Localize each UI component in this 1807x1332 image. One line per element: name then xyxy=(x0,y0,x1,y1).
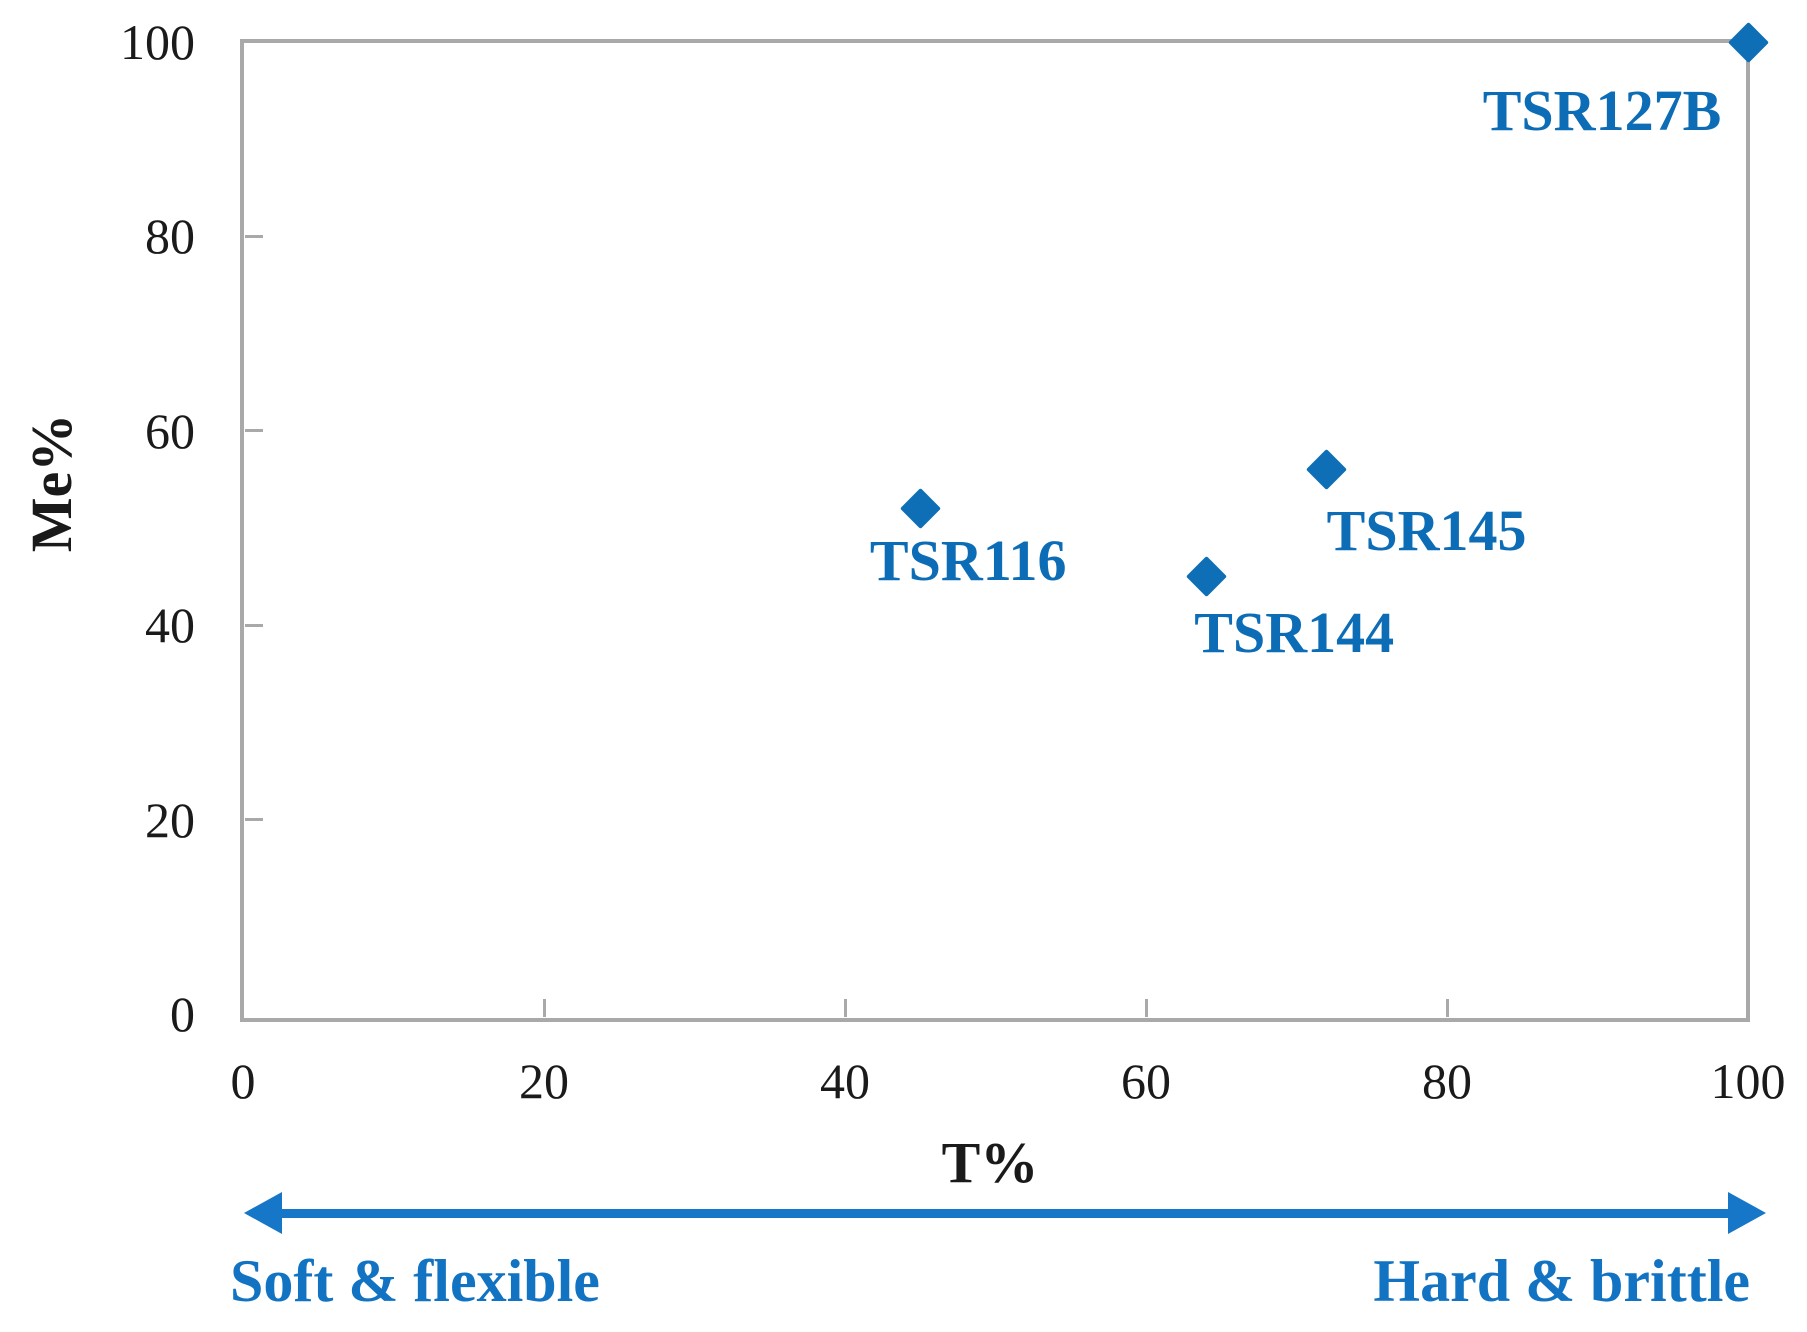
y-tick-label: 80 xyxy=(145,208,195,265)
x-tick-mark xyxy=(1445,999,1449,1017)
data-point-label-TSR144: TSR144 xyxy=(1194,599,1395,665)
x-tick-label: 0 xyxy=(230,1053,256,1109)
x-tick-label: 20 xyxy=(519,1053,569,1109)
y-tick-label: 60 xyxy=(145,402,195,459)
x-tick-label: 60 xyxy=(1121,1053,1171,1109)
annotation-soft-flexible: Soft & flexible xyxy=(230,1248,600,1314)
data-point-label-TSR116: TSR116 xyxy=(869,527,1067,593)
y-tick-label: 0 xyxy=(170,986,195,1042)
plot-area xyxy=(240,39,1750,1022)
x-tick-mark xyxy=(1144,999,1148,1017)
x-tick-label: 40 xyxy=(820,1053,870,1109)
y-tick-label: 40 xyxy=(145,597,195,654)
x-tick-mark xyxy=(843,999,847,1017)
x-axis-title: T% xyxy=(941,1130,1039,1195)
axis-arrow-line xyxy=(260,1209,1750,1218)
y-tick-mark xyxy=(245,234,263,238)
x-tick-label: 80 xyxy=(1422,1053,1472,1109)
data-point-label-TSR127B: TSR127B xyxy=(1482,78,1722,143)
y-tick-mark xyxy=(245,429,263,433)
x-tick-label: 100 xyxy=(1710,1053,1786,1109)
x-tick-mark xyxy=(542,999,546,1017)
data-point-label-TSR145: TSR145 xyxy=(1326,497,1527,563)
arrow-right-icon xyxy=(1728,1192,1766,1234)
y-tick-mark xyxy=(245,818,263,822)
y-axis-title: Me% xyxy=(19,413,84,553)
arrow-left-icon xyxy=(244,1192,282,1234)
y-tick-mark xyxy=(245,623,263,627)
y-tick-label: 20 xyxy=(145,791,195,848)
y-tick-label: 100 xyxy=(120,14,195,70)
annotation-hard-brittle: Hard & brittle xyxy=(1373,1248,1750,1314)
